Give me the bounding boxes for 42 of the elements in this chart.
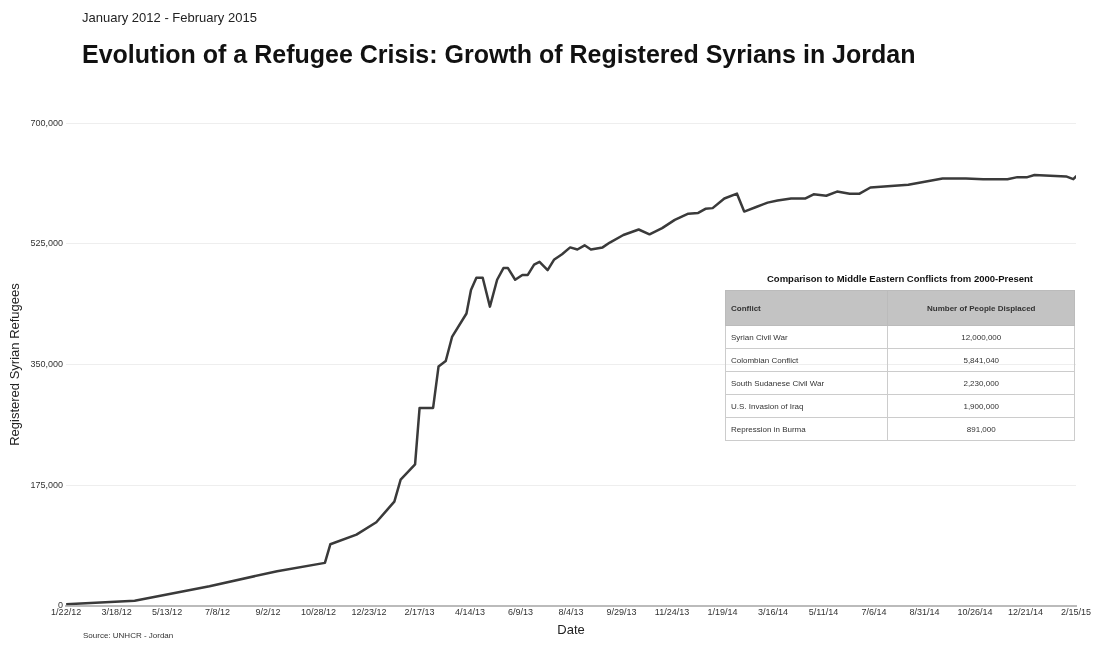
text: 2,230,000: [963, 378, 1000, 388]
x-tick-label: 12/21/14: [1007, 607, 1044, 618]
x-tick-label: 8/31/14: [909, 607, 940, 618]
text: 891,000: [966, 424, 996, 434]
x-tick-label: 10/26/14: [957, 607, 993, 618]
x-tick-label: 8/4/13: [558, 607, 584, 618]
x-tick-label: 12/23/12: [351, 607, 387, 618]
x-tick-label: 5/13/12: [152, 607, 183, 618]
x-tick-label: 3/18/12: [101, 607, 132, 618]
text: Conflict: [725, 290, 888, 326]
text: Comparison to Middle Eastern Conflicts from 2000-Present: [765, 273, 1035, 284]
category-label: South Sudanese Civil War: [725, 371, 888, 395]
x-tick-label: 2/15/15: [1060, 607, 1092, 618]
y-axis-title: Registered Syrian Refugees: [7, 282, 23, 446]
x-tick-label: 7/8/12: [205, 607, 231, 618]
x-tick-label: 5/11/14: [808, 607, 839, 618]
y-tick-label: 525,000: [30, 238, 64, 249]
y-tick-label: 350,000: [30, 358, 64, 369]
x-tick-label: 2/17/13: [404, 607, 435, 618]
x-tick-label: 3/16/14: [758, 607, 789, 618]
chart-title: Evolution of a Refugee Crisis: Growth of Registered Syrians in Jordan: [82, 39, 917, 70]
category-label: U.S. Invasion of Iraq: [725, 394, 888, 418]
x-tick-label: 9/2/12: [255, 607, 281, 618]
category-label: Syrian Civil War: [725, 325, 888, 349]
chart-subtitle: January 2012 - February 2015: [82, 10, 257, 25]
category-label: Repression in Burma: [725, 417, 888, 441]
text: Number of People Displaced: [887, 290, 1075, 326]
y-tick-label: 175,000: [30, 479, 64, 490]
text: 5,841,040: [963, 355, 1000, 365]
text: 1,900,000: [963, 401, 1000, 411]
x-tick-label: 10/28/12: [301, 607, 337, 618]
x-tick-label: 9/29/13: [606, 607, 637, 618]
text: 12,000,000: [961, 332, 1002, 342]
x-tick-label: 11/24/13: [654, 607, 690, 618]
x-tick-label: 4/14/13: [455, 607, 486, 618]
source-note: Source: UNHCR - Jordan: [83, 631, 174, 640]
x-tick-label: 7/6/14: [861, 607, 887, 618]
x-tick-label: 1/19/14: [707, 607, 738, 618]
category-label: Colombian Conflict: [725, 348, 888, 372]
x-axis-title: Date: [557, 621, 585, 637]
x-tick-label: 6/9/13: [508, 607, 534, 618]
y-tick-label: 700,000: [30, 117, 64, 128]
